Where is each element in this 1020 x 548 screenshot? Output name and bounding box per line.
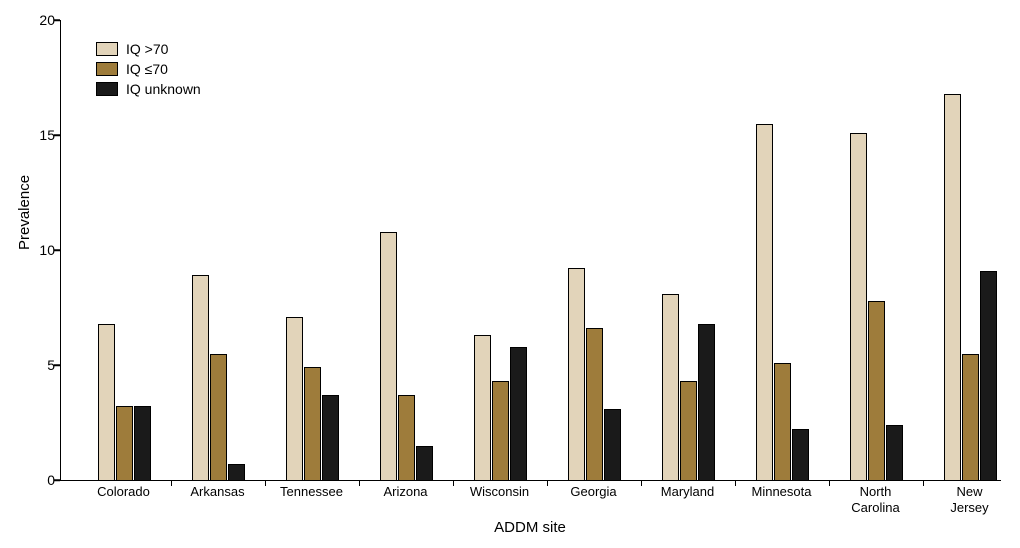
- bar: [868, 301, 885, 480]
- legend-label: IQ unknown: [126, 81, 201, 97]
- bar: [286, 317, 303, 480]
- x-tick-mark: [359, 480, 361, 486]
- bar: [380, 232, 397, 480]
- bar: [98, 324, 115, 480]
- legend-row: IQ ≤70: [96, 60, 201, 78]
- prevalence-chart: 05101520 Prevalence ADDM site IQ >70IQ ≤…: [10, 10, 1010, 538]
- legend-label: IQ >70: [126, 41, 168, 57]
- x-category-label: Georgia: [549, 484, 639, 500]
- bar: [492, 381, 509, 480]
- bar: [586, 328, 603, 480]
- y-axis-title: Prevalence: [16, 175, 33, 250]
- bar: [886, 425, 903, 480]
- x-category-label: Wisconsin: [455, 484, 545, 500]
- bar: [850, 133, 867, 480]
- legend-swatch: [96, 82, 118, 96]
- bar: [510, 347, 527, 480]
- y-tick-mark: [54, 479, 60, 481]
- x-tick-mark: [829, 480, 831, 486]
- x-category-label: NorthCarolina: [831, 484, 921, 515]
- legend: IQ >70 IQ ≤70 IQ unknown: [96, 40, 201, 100]
- x-axis-title: ADDM site: [60, 519, 1000, 536]
- bar: [228, 464, 245, 480]
- bar: [604, 409, 621, 480]
- bar: [980, 271, 997, 480]
- x-tick-mark: [453, 480, 455, 486]
- bar: [962, 354, 979, 481]
- bar: [192, 275, 209, 480]
- bar: [210, 354, 227, 481]
- x-category-label: Maryland: [643, 484, 733, 500]
- plot-area: [60, 20, 1001, 481]
- bar: [680, 381, 697, 480]
- x-category-label: Tennessee: [267, 484, 357, 500]
- bar: [698, 324, 715, 480]
- bar: [944, 94, 961, 480]
- bar: [304, 367, 321, 480]
- legend-row: IQ unknown: [96, 80, 201, 98]
- x-tick-mark: [735, 480, 737, 486]
- bar: [756, 124, 773, 481]
- y-tick-label: 15: [15, 127, 55, 143]
- x-category-label: Arkansas: [173, 484, 263, 500]
- y-tick-mark: [54, 134, 60, 136]
- x-tick-mark: [171, 480, 173, 486]
- bar: [662, 294, 679, 480]
- x-category-label: NewJersey: [925, 484, 1015, 515]
- x-category-label: Minnesota: [737, 484, 827, 500]
- x-tick-mark: [641, 480, 643, 486]
- y-tick-mark: [54, 249, 60, 251]
- bar: [774, 363, 791, 480]
- x-tick-mark: [547, 480, 549, 486]
- x-tick-mark: [923, 480, 925, 486]
- bar: [322, 395, 339, 480]
- x-category-label: Colorado: [79, 484, 169, 500]
- y-tick-mark: [54, 19, 60, 21]
- bar: [474, 335, 491, 480]
- legend-swatch: [96, 42, 118, 56]
- y-tick-mark: [54, 364, 60, 366]
- x-category-label: Arizona: [361, 484, 451, 500]
- y-tick-label: 5: [15, 357, 55, 373]
- y-tick-label: 20: [15, 12, 55, 28]
- bar: [134, 406, 151, 480]
- legend-swatch: [96, 62, 118, 76]
- bar: [398, 395, 415, 480]
- y-tick-label: 0: [15, 472, 55, 488]
- bar: [568, 268, 585, 480]
- bar: [416, 446, 433, 481]
- bar: [792, 429, 809, 480]
- legend-label: IQ ≤70: [126, 61, 168, 77]
- bar: [116, 406, 133, 480]
- x-tick-mark: [265, 480, 267, 486]
- legend-row: IQ >70: [96, 40, 201, 58]
